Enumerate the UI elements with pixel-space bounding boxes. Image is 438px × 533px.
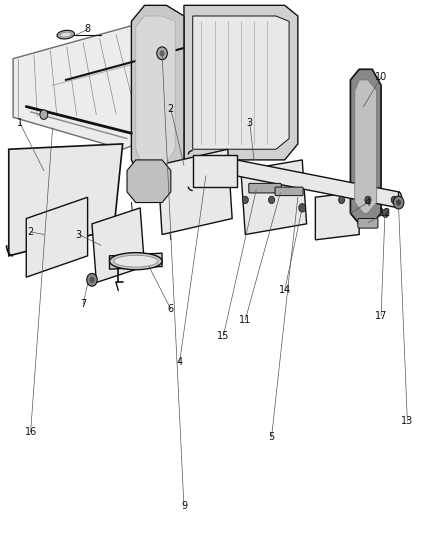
Text: 15: 15: [217, 331, 230, 341]
Polygon shape: [193, 155, 237, 187]
Text: 3: 3: [247, 118, 253, 127]
Polygon shape: [131, 5, 184, 187]
Text: 1: 1: [17, 118, 23, 127]
Text: 7: 7: [80, 299, 86, 309]
Circle shape: [365, 196, 371, 204]
Circle shape: [339, 196, 345, 204]
FancyBboxPatch shape: [275, 187, 303, 196]
Text: 8: 8: [85, 25, 91, 34]
Circle shape: [157, 47, 167, 60]
Circle shape: [382, 209, 389, 217]
Polygon shape: [26, 197, 88, 277]
Polygon shape: [110, 253, 162, 269]
Ellipse shape: [114, 255, 158, 267]
Circle shape: [268, 196, 275, 204]
Polygon shape: [350, 69, 381, 224]
Text: 17: 17: [375, 311, 387, 320]
Text: 4: 4: [177, 358, 183, 367]
Circle shape: [40, 110, 48, 119]
Polygon shape: [355, 80, 377, 213]
Polygon shape: [136, 16, 175, 171]
Polygon shape: [241, 160, 307, 235]
Text: 11: 11: [239, 315, 251, 325]
Polygon shape: [193, 16, 289, 149]
Polygon shape: [184, 5, 298, 160]
Polygon shape: [315, 192, 359, 240]
Text: 12: 12: [379, 208, 392, 218]
Polygon shape: [92, 208, 145, 282]
Polygon shape: [127, 160, 171, 203]
Text: 16: 16: [25, 427, 37, 437]
Ellipse shape: [60, 32, 71, 37]
Polygon shape: [9, 144, 123, 256]
FancyBboxPatch shape: [249, 183, 281, 193]
Circle shape: [242, 196, 248, 204]
Circle shape: [391, 196, 397, 204]
Text: 10: 10: [375, 72, 387, 82]
FancyBboxPatch shape: [358, 219, 378, 228]
Text: 4: 4: [365, 198, 371, 207]
Circle shape: [87, 273, 97, 286]
Circle shape: [393, 196, 404, 209]
Text: 3: 3: [76, 230, 82, 239]
Text: 5: 5: [268, 432, 275, 442]
Circle shape: [396, 199, 401, 206]
Ellipse shape: [57, 30, 74, 39]
Text: 13: 13: [401, 416, 413, 426]
Text: 6: 6: [168, 304, 174, 314]
Circle shape: [159, 50, 165, 56]
Polygon shape: [158, 149, 232, 235]
Text: 9: 9: [181, 502, 187, 511]
Circle shape: [299, 204, 306, 212]
Text: 2: 2: [168, 104, 174, 114]
Text: 2: 2: [28, 227, 34, 237]
Polygon shape: [13, 16, 219, 149]
Circle shape: [89, 277, 95, 283]
Text: 14: 14: [279, 286, 291, 295]
Ellipse shape: [110, 253, 162, 270]
Polygon shape: [237, 160, 399, 208]
